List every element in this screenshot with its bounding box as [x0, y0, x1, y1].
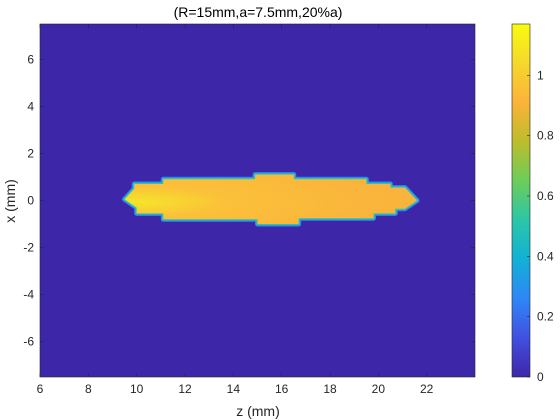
y-axis-label: x (mm): [2, 179, 18, 223]
x-tick-label: 10: [130, 382, 144, 396]
y-tick-label: 0: [27, 194, 34, 208]
x-tick-label: 18: [323, 382, 337, 396]
x-tick-label: 12: [178, 382, 192, 396]
colorbar: 0 0.2 0.4 0.6 0.8 1: [511, 23, 554, 384]
y-tick-label: -4: [23, 288, 34, 302]
colorbar-tick-label: 0.6: [537, 189, 554, 203]
y-tick-label: -6: [23, 335, 34, 349]
y-tick-label: 6: [27, 52, 34, 66]
colorbar-tick-label: 0.8: [537, 129, 554, 143]
heatmap-region: [124, 174, 417, 224]
x-tick-label: 14: [227, 382, 241, 396]
x-tick-label: 6: [37, 382, 44, 396]
x-tick-label: 20: [372, 382, 386, 396]
chart-title: (R=15mm,a=7.5mm,20%a): [174, 4, 343, 20]
x-axis-label: z (mm): [236, 403, 280, 419]
colorbar-tick-label: 1: [537, 68, 544, 82]
x-tick-label: 22: [420, 382, 434, 396]
y-tick-label: 2: [27, 146, 34, 160]
colorbar-tick-label: 0.2: [537, 310, 554, 324]
colorbar-bar: [511, 23, 531, 378]
y-tick-label: 4: [27, 99, 34, 113]
colorbar-tick-label: 0.4: [537, 249, 554, 263]
y-tick-label: -2: [23, 241, 34, 255]
colorbar-tick-label: 0: [537, 370, 544, 384]
x-tick-label: 16: [275, 382, 289, 396]
x-tick-label: 8: [85, 382, 92, 396]
